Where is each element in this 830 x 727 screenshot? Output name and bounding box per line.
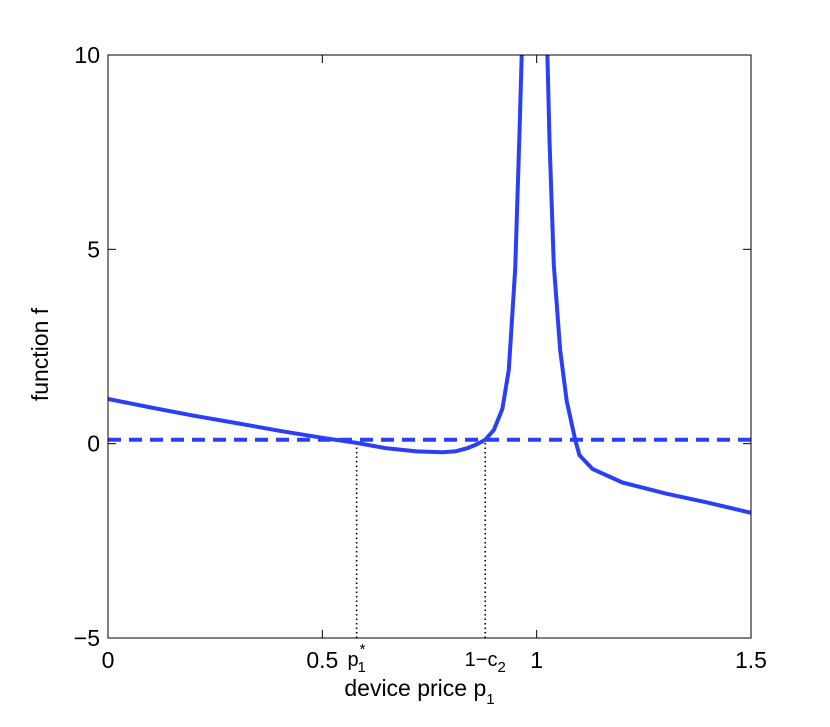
y-tick-label: 10 <box>74 42 100 68</box>
annotation-p1star: p* 1 <box>347 641 365 676</box>
x-tick-label: 0.5 <box>306 647 338 673</box>
series-line <box>108 55 524 455</box>
y-axis-label: function f <box>27 307 53 401</box>
series-line <box>545 55 751 515</box>
x-tick-label: 1 <box>530 647 543 673</box>
x-tick-label: 0 <box>102 647 115 673</box>
y-tick-label: 5 <box>87 236 100 262</box>
x-tick-label: 1.5 <box>735 647 767 673</box>
x-axis-label: device price p1 <box>344 675 494 708</box>
y-tick-label: 0 <box>87 431 100 457</box>
annotations-layer: p* 1 1−c2 <box>347 641 505 676</box>
series-layer <box>108 55 751 638</box>
plot-frame <box>107 54 752 639</box>
y-tick-label: −5 <box>74 625 100 651</box>
annotation-one-minus-c2: 1−c2 <box>465 649 506 676</box>
